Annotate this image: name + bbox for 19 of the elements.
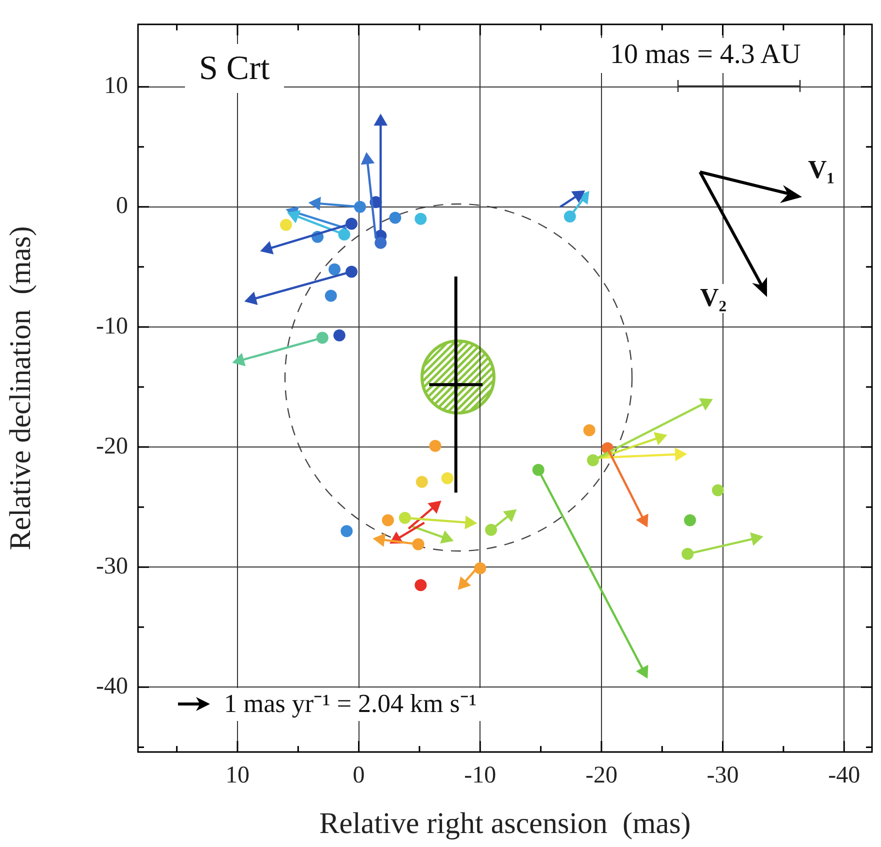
y-tick-label: -10	[96, 313, 128, 340]
x-tick-label: 10	[225, 762, 250, 789]
y-tick-label: -40	[96, 673, 128, 700]
x-tick-label: -30	[706, 762, 739, 789]
annotation: V₁	[808, 155, 835, 185]
y-tick-label: -20	[96, 433, 128, 460]
x-tick-label: -40	[828, 762, 860, 789]
x-tick-label: 0	[352, 762, 365, 789]
x-tick-label: -20	[585, 762, 618, 789]
x-tick-label: -10	[464, 762, 496, 789]
annotation: 10 mas = 4.3 AU	[600, 38, 811, 73]
y-tick-label: 0	[116, 193, 128, 220]
annotation: S Crt	[185, 44, 284, 94]
annotation: 1 mas yr⁻¹ = 2.04 km s⁻¹	[218, 688, 483, 721]
x-axis-title: Relative right ascension (mas)	[319, 806, 691, 840]
annotation: V₂	[700, 283, 727, 313]
y-tick-label: 10	[104, 73, 128, 100]
y-axis-title: Relative declination (mas)	[4, 226, 37, 550]
y-tick-label: -30	[96, 553, 128, 580]
